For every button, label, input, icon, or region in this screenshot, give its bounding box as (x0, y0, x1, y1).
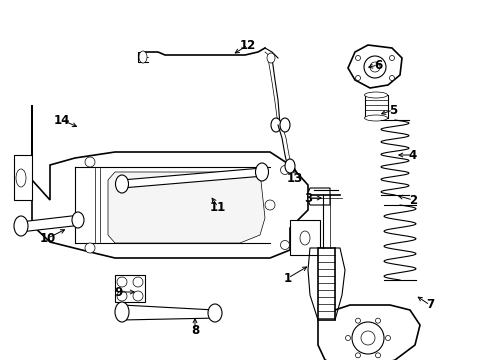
Ellipse shape (267, 53, 275, 63)
Text: 1: 1 (284, 271, 292, 284)
Text: 10: 10 (40, 231, 56, 244)
Ellipse shape (356, 353, 361, 358)
Ellipse shape (370, 62, 380, 72)
Ellipse shape (280, 240, 290, 249)
Ellipse shape (361, 331, 375, 345)
Ellipse shape (85, 243, 95, 253)
Ellipse shape (116, 175, 128, 193)
Ellipse shape (345, 336, 350, 341)
Ellipse shape (280, 118, 290, 132)
Ellipse shape (285, 159, 295, 173)
Ellipse shape (265, 200, 275, 210)
Ellipse shape (390, 76, 394, 81)
Polygon shape (290, 220, 320, 255)
Ellipse shape (280, 166, 290, 175)
Polygon shape (318, 248, 335, 320)
Text: 3: 3 (304, 192, 312, 204)
Ellipse shape (16, 169, 26, 187)
Ellipse shape (72, 212, 84, 228)
Text: 12: 12 (240, 39, 256, 51)
Text: 6: 6 (374, 59, 382, 72)
Ellipse shape (14, 216, 28, 236)
Ellipse shape (365, 115, 388, 121)
Ellipse shape (364, 56, 386, 78)
Text: 13: 13 (287, 171, 303, 185)
Polygon shape (108, 172, 265, 243)
Polygon shape (115, 275, 145, 302)
Ellipse shape (356, 318, 361, 323)
Ellipse shape (375, 318, 381, 323)
Text: 4: 4 (409, 149, 417, 162)
Text: 11: 11 (210, 201, 226, 213)
Text: 2: 2 (409, 194, 417, 207)
Text: 7: 7 (426, 298, 434, 311)
Ellipse shape (85, 157, 95, 167)
Ellipse shape (133, 291, 143, 301)
Polygon shape (18, 215, 82, 232)
Ellipse shape (117, 291, 127, 301)
Ellipse shape (208, 304, 222, 322)
Polygon shape (32, 105, 308, 258)
Text: 5: 5 (389, 104, 397, 117)
Polygon shape (308, 188, 330, 205)
Polygon shape (365, 95, 388, 118)
Ellipse shape (115, 302, 129, 322)
Polygon shape (318, 305, 420, 360)
Text: 8: 8 (191, 324, 199, 337)
Ellipse shape (271, 118, 281, 132)
Ellipse shape (356, 76, 361, 81)
Text: 14: 14 (54, 113, 70, 126)
Ellipse shape (133, 277, 143, 287)
Ellipse shape (255, 163, 269, 181)
Ellipse shape (390, 55, 394, 60)
Text: 9: 9 (114, 285, 122, 298)
Polygon shape (120, 305, 218, 320)
Ellipse shape (356, 55, 361, 60)
Polygon shape (120, 168, 264, 188)
Ellipse shape (352, 322, 384, 354)
Polygon shape (14, 155, 32, 200)
Ellipse shape (117, 277, 127, 287)
Polygon shape (348, 45, 402, 88)
Ellipse shape (300, 231, 310, 245)
Ellipse shape (139, 51, 147, 63)
Ellipse shape (375, 353, 381, 358)
Ellipse shape (365, 92, 388, 98)
Ellipse shape (386, 336, 391, 341)
